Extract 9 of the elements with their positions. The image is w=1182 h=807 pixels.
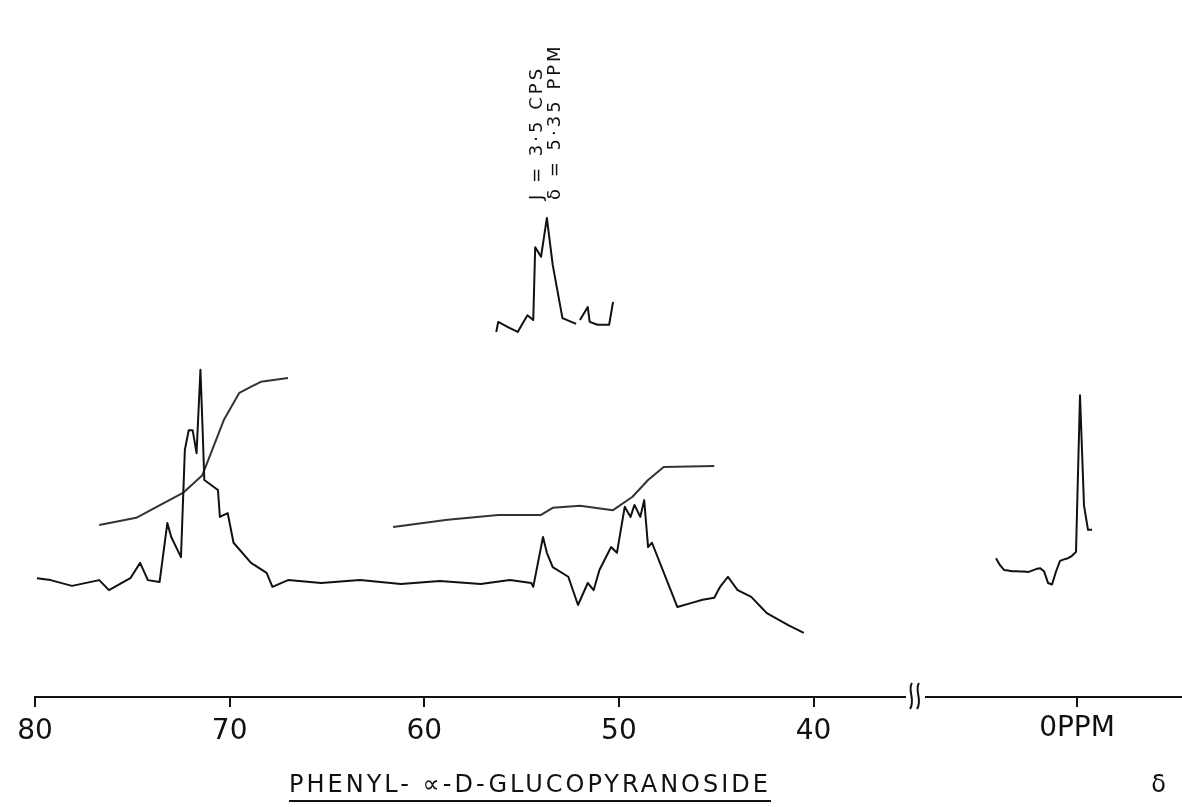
x-tick-label: 80: [17, 713, 53, 747]
x-tick-label: 70: [211, 713, 248, 747]
x-tick-label: 50: [601, 713, 637, 747]
x-axis-title: δ: [1151, 770, 1169, 798]
x-tick-label: 40: [795, 713, 832, 747]
x-tick-label: 60: [406, 713, 443, 747]
text: 0PPM: [1039, 710, 1115, 744]
text: J = 3·5 CPS: [524, 65, 546, 201]
x-axis-title: PHENYL- ∝-D-GLUCOPYRANOSIDE: [289, 770, 771, 798]
